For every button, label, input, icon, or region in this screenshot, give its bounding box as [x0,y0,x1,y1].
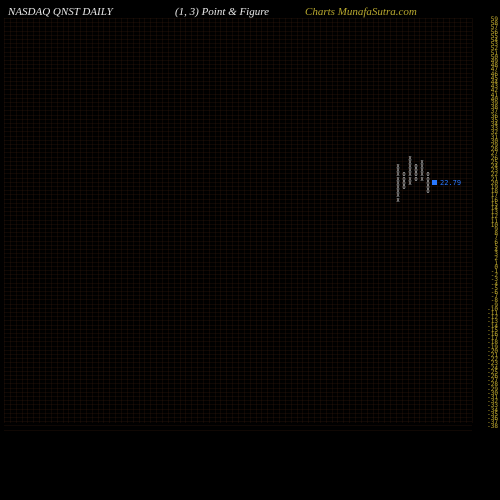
grid-line-vertical [250,18,251,423]
grid-line-vertical [144,18,145,423]
grid-line-vertical [308,18,309,423]
grid-line-vertical [139,18,140,423]
grid-line-vertical [273,18,274,423]
grid-line-vertical [98,18,99,423]
grid-line-vertical [4,18,5,423]
source-watermark: Charts MunafaSutra.com [305,6,417,18]
grid-line-vertical [57,18,58,423]
grid-line-vertical [51,18,52,423]
grid-line-vertical [472,18,473,423]
grid-line-vertical [74,18,75,423]
y-axis: 5958575655545352515049484746454443424140… [476,18,498,418]
grid-line-vertical [332,18,333,423]
grid-line-vertical [10,18,11,423]
grid-line-vertical [33,18,34,423]
grid-line-horizontal [4,430,472,431]
grid-line-horizontal [4,425,472,426]
grid-line-vertical [314,18,315,423]
grid-line-vertical [460,18,461,423]
grid-line-vertical [115,18,116,423]
grid-line-vertical [232,18,233,423]
pnf-x-cell: X [407,182,413,186]
grid-line-vertical [103,18,104,423]
grid-line-vertical [355,18,356,423]
grid-line-vertical [279,18,280,423]
pnf-o-cell: O [425,190,431,194]
grid-line-vertical [168,18,169,423]
grid-line-vertical [384,18,385,423]
grid-line-vertical [326,18,327,423]
grid-line-vertical [320,18,321,423]
grid-line-vertical [302,18,303,423]
grid-line-vertical [16,18,17,423]
y-axis-label: -38 [487,424,498,430]
grid-line-vertical [209,18,210,423]
grid-line-vertical [291,18,292,423]
grid-line-vertical [63,18,64,423]
grid-line-vertical [297,18,298,423]
grid-line-vertical [86,18,87,423]
grid-line-vertical [133,18,134,423]
grid-line-vertical [197,18,198,423]
grid-line-vertical [373,18,374,423]
grid-line-vertical [80,18,81,423]
pnf-o-cell: O [401,186,407,190]
grid-line-vertical [244,18,245,423]
grid-line-vertical [337,18,338,423]
chart-grid-area [4,18,472,418]
current-price-marker [432,180,437,185]
grid-line-vertical [220,18,221,423]
grid-line-vertical [454,18,455,423]
grid-line-vertical [22,18,23,423]
grid-line-vertical [121,18,122,423]
grid-line-vertical [367,18,368,423]
grid-line-vertical [156,18,157,423]
grid-line-vertical [162,18,163,423]
grid-line-vertical [419,18,420,423]
grid-line-vertical [39,18,40,423]
grid-line-vertical [256,18,257,423]
grid-line-vertical [431,18,432,423]
grid-line-vertical [226,18,227,423]
chart-header: NASDAQ QNST DAILY (1, 3) Point & Figure … [0,6,500,20]
grid-line-vertical [443,18,444,423]
grid-line-vertical [408,18,409,423]
grid-line-vertical [285,18,286,423]
grid-line-vertical [402,18,403,423]
grid-line-vertical [45,18,46,423]
grid-line-vertical [267,18,268,423]
grid-line-vertical [150,18,151,423]
grid-line-vertical [127,18,128,423]
grid-line-vertical [396,18,397,423]
grid-line-vertical [361,18,362,423]
grid-line-vertical [203,18,204,423]
grid-line-vertical [215,18,216,423]
grid-line-vertical [425,18,426,423]
chart-type-label: (1, 3) Point & Figure [175,6,269,18]
grid-line-vertical [449,18,450,423]
grid-line-vertical [390,18,391,423]
grid-line-vertical [27,18,28,423]
grid-line-vertical [466,18,467,423]
grid-line-vertical [349,18,350,423]
current-price-label: 22.79 [440,179,461,187]
grid-line-vertical [378,18,379,423]
ticker-label: NASDAQ QNST DAILY [8,6,113,18]
grid-line-vertical [180,18,181,423]
grid-line-vertical [68,18,69,423]
grid-line-vertical [238,18,239,423]
grid-line-vertical [191,18,192,423]
grid-line-vertical [92,18,93,423]
grid-line-vertical [414,18,415,423]
grid-line-vertical [343,18,344,423]
grid-line-vertical [437,18,438,423]
grid-line-vertical [109,18,110,423]
grid-line-vertical [261,18,262,423]
grid-line-vertical [174,18,175,423]
pnf-x-cell: X [395,199,401,203]
grid-line-vertical [185,18,186,423]
